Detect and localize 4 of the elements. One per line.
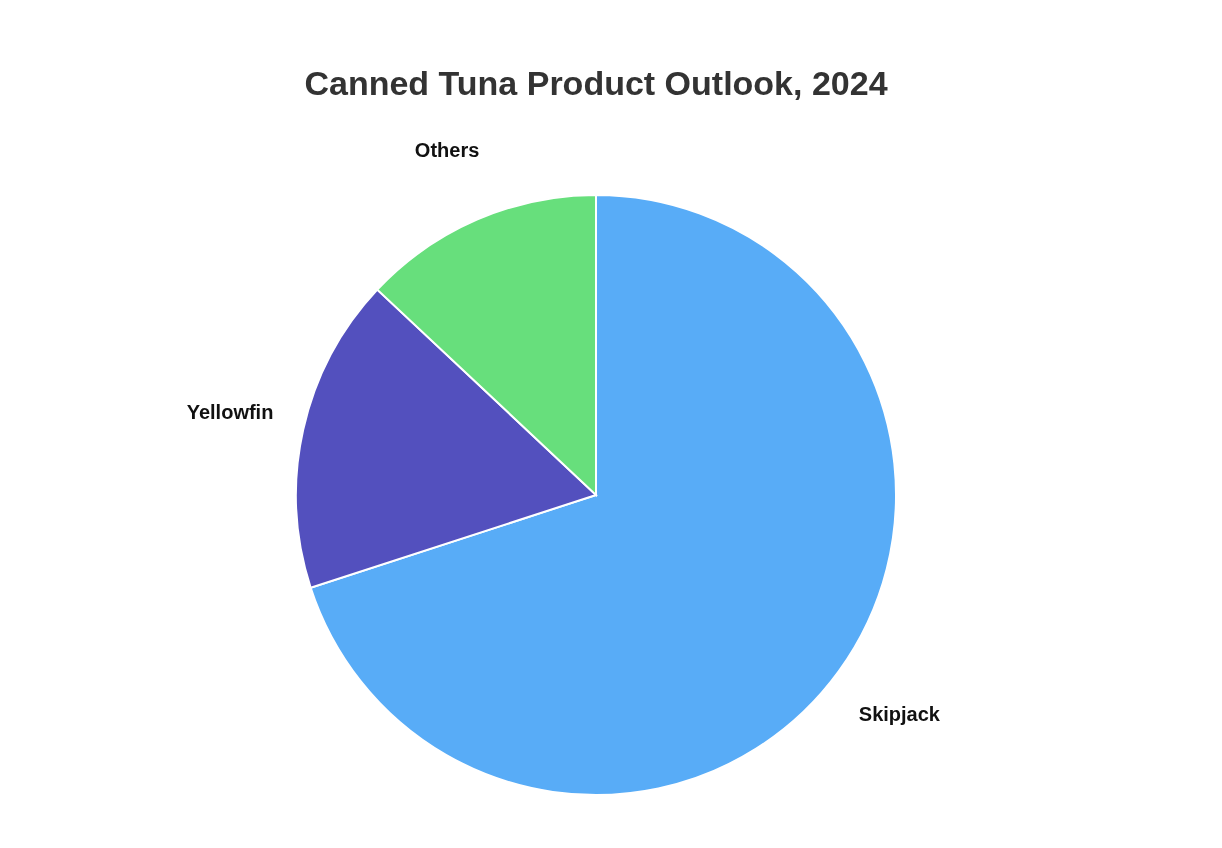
slice-label: Skipjack	[858, 703, 941, 726]
chart-title: Canned Tuna Product Outlook, 2024	[304, 64, 888, 102]
slice-label: Others	[414, 138, 480, 161]
slice-label: Yellowfin	[186, 401, 274, 424]
